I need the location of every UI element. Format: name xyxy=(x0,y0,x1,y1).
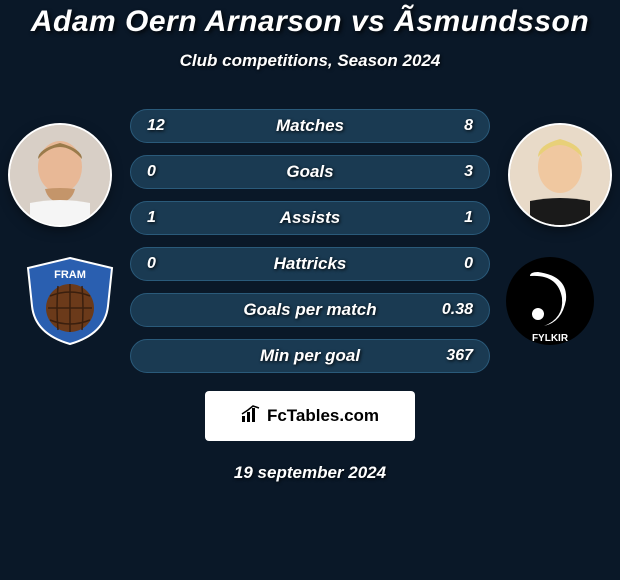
stats-list: 12 Matches 8 0 Goals 3 1 Assists 1 0 Hat… xyxy=(130,109,490,373)
stat-label: Matches xyxy=(131,116,489,136)
stat-row: 12 Matches 8 xyxy=(130,109,490,143)
stat-right-value: 1 xyxy=(464,209,473,227)
player-left-photo xyxy=(10,125,110,225)
subtitle: Club competitions, Season 2024 xyxy=(0,51,620,71)
date-text: 19 september 2024 xyxy=(0,463,620,483)
stat-right-value: 3 xyxy=(464,163,473,181)
stat-row: 0 Hattricks 0 xyxy=(130,247,490,281)
club-right-logo: FYLKIR xyxy=(500,256,600,346)
stat-right-value: 0 xyxy=(464,255,473,273)
player-right-photo xyxy=(510,125,610,225)
stat-right-value: 367 xyxy=(446,347,473,365)
svg-text:FYLKIR: FYLKIR xyxy=(532,333,569,344)
stat-row: Min per goal 367 xyxy=(130,339,490,373)
infographic-container: Adam Oern Arnarson vs Ãsmundsson Club co… xyxy=(0,0,620,580)
club-left-logo: FRAM xyxy=(20,256,120,346)
stat-row: 1 Assists 1 xyxy=(130,201,490,235)
page-title: Adam Oern Arnarson vs Ãsmundsson xyxy=(0,5,620,39)
svg-text:FRAM: FRAM xyxy=(54,269,86,281)
source-badge: FcTables.com xyxy=(205,391,415,441)
chart-icon xyxy=(241,405,261,428)
stat-row: Goals per match 0.38 xyxy=(130,293,490,327)
stat-label: Hattricks xyxy=(131,254,489,274)
stat-right-value: 0.38 xyxy=(442,301,473,319)
source-text: FcTables.com xyxy=(267,406,379,426)
stat-label: Min per goal xyxy=(131,346,489,366)
stat-row: 0 Goals 3 xyxy=(130,155,490,189)
stat-label: Goals xyxy=(131,162,489,182)
stat-label: Assists xyxy=(131,208,489,228)
stat-label: Goals per match xyxy=(131,300,489,320)
stat-right-value: 8 xyxy=(464,117,473,135)
